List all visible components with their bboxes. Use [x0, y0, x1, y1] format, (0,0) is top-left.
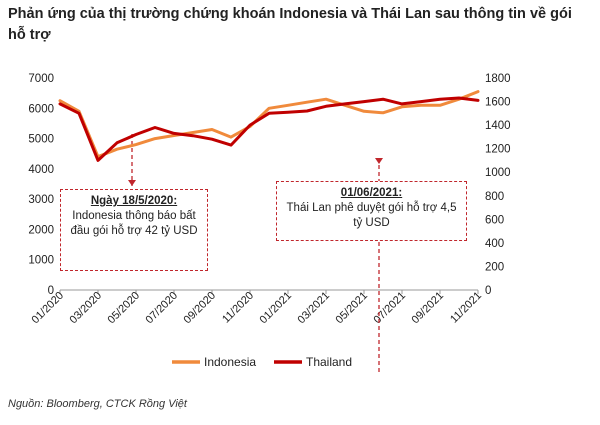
x-tick-label: 11/2020 — [220, 290, 256, 326]
x-tick-label: 09/2020 — [182, 290, 219, 327]
x-tick-label: 01/2021 — [258, 290, 295, 327]
annotation-arrows — [128, 134, 383, 372]
y-right-tick-label: 1600 — [485, 97, 511, 109]
y-right-tick-label: 800 — [485, 191, 504, 203]
x-tick-label: 05/2021 — [334, 290, 371, 327]
series-line-thailand — [58, 96, 480, 162]
legend-label: Indonesia — [204, 355, 256, 369]
y-left-tick-label: 7000 — [28, 73, 54, 85]
annotation-thailand-package: 01/06/2021: Thái Lan phê duyệt gói hỗ tr… — [276, 181, 467, 241]
series-lines — [58, 90, 480, 162]
annotation-arrowhead — [128, 180, 136, 186]
y-right-tick-label: 600 — [485, 214, 504, 226]
chart-title: Phản ứng của thị trường chứng khoán Indo… — [8, 6, 572, 43]
x-tick-label: 03/2020 — [68, 290, 105, 327]
y-right-tick-label: 1000 — [485, 167, 511, 179]
y-left-tick-label: 3000 — [28, 194, 54, 206]
y-left-tick-label: 5000 — [28, 134, 54, 146]
y-left-tick-label: 1000 — [28, 255, 54, 267]
annotation-indonesia-package: Ngày 18/5/2020: Indonesia thông báo bất … — [60, 189, 208, 271]
y-right-tick-label: 0 — [485, 285, 491, 297]
series-line-indonesia — [58, 90, 480, 159]
y-left-tick-label: 4000 — [28, 164, 54, 176]
x-tick-label: 07/2020 — [144, 290, 181, 327]
source-note: Nguồn: Bloomberg, CTCK Rồng Việt — [8, 398, 187, 410]
x-tick-label: 05/2020 — [106, 290, 143, 327]
y-right-tick-label: 1800 — [485, 73, 511, 85]
y-left-tick-label: 0 — [48, 285, 54, 297]
annotation-text: Indonesia thông báo bất đầu gói hỗ trợ 4… — [70, 210, 198, 237]
annotation-heading: Ngày 18/5/2020: — [90, 195, 178, 207]
y-left-tick-label: 6000 — [28, 103, 54, 115]
annotation-text: Thái Lan phê duyệt gói hỗ trợ 4,5 tỷ USD — [286, 202, 457, 229]
y-right-tick-label: 1400 — [485, 120, 511, 132]
legend: Indonesia Thailand — [172, 355, 352, 369]
y-right-tick-label: 1200 — [485, 144, 511, 156]
y-right-tick-label: 200 — [485, 261, 504, 273]
x-tick-label: 11/2021 — [448, 290, 484, 326]
legend-label: Thailand — [306, 355, 352, 369]
x-tick-label: 03/2021 — [296, 290, 333, 327]
annotation-heading: 01/06/2021: — [340, 187, 403, 199]
x-tick-label: 07/2021 — [372, 290, 409, 327]
y-right-tick-label: 400 — [485, 238, 504, 250]
y-left-tick-label: 2000 — [28, 224, 54, 236]
annotation-arrowhead — [375, 158, 383, 164]
x-tick-label: 09/2021 — [410, 290, 447, 327]
